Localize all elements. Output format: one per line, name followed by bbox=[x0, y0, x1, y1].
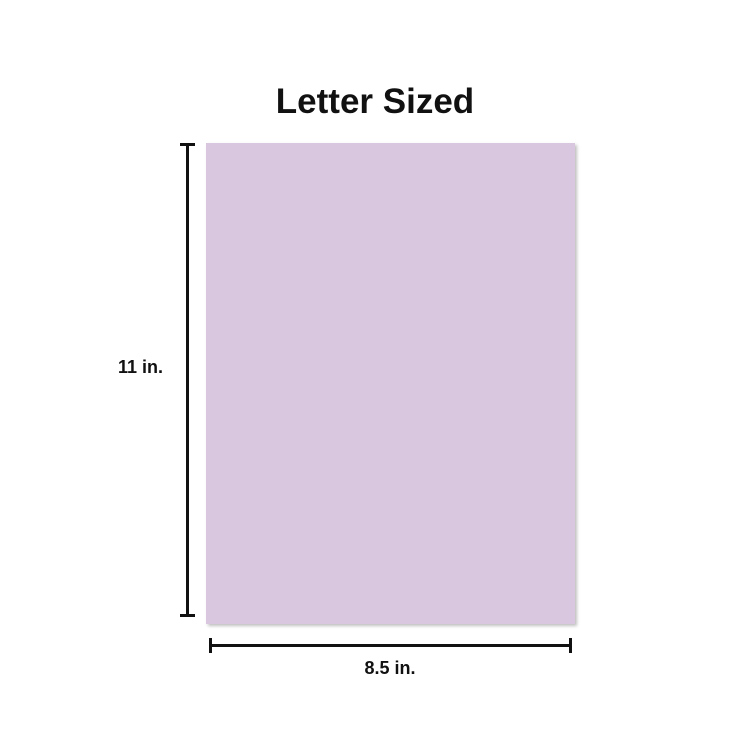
width-dimension-line bbox=[210, 644, 571, 647]
letter-paper-sheet bbox=[206, 143, 575, 624]
diagram-title: Letter Sized bbox=[275, 82, 475, 121]
height-dimension-top-cap bbox=[180, 143, 195, 146]
height-dimension-line bbox=[186, 144, 189, 616]
width-dimension-right-cap bbox=[569, 638, 572, 653]
width-dimension-left-cap bbox=[209, 638, 212, 653]
width-label: 8.5 in. bbox=[364, 658, 416, 678]
height-dimension-bottom-cap bbox=[180, 614, 195, 617]
height-label: 11 in. bbox=[118, 357, 164, 377]
